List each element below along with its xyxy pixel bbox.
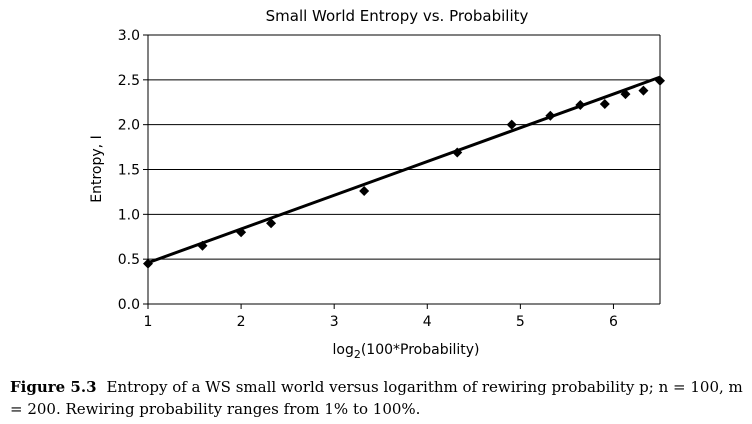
x-axis-label: log2(100*Probability) <box>333 342 480 361</box>
figure-label: Figure 5.3 <box>10 378 97 396</box>
y-tick-label-0: 0.0 <box>118 297 140 313</box>
y-axis-label: Entropy, I <box>89 135 105 202</box>
data-point-3 <box>266 218 277 229</box>
data-point-0 <box>143 258 153 269</box>
x-tick-label-1: 2 <box>237 314 246 330</box>
data-point-11 <box>638 85 649 96</box>
trendline <box>147 75 661 265</box>
data-point-2 <box>236 227 247 238</box>
data-point-6 <box>506 119 517 130</box>
x-tick-label-3: 4 <box>423 314 432 330</box>
data-point-8 <box>575 99 586 110</box>
y-tick-label-4: 2.0 <box>118 118 140 134</box>
y-tick-label-3: 1.5 <box>118 163 140 179</box>
figure-caption: Figure 5.3 Entropy of a WS small world ve… <box>10 376 746 420</box>
data-point-7 <box>545 110 556 121</box>
y-tick-label-1: 0.5 <box>118 252 140 268</box>
chart-title: Small World Entropy vs. Probability <box>266 7 529 25</box>
chart: Small World Entropy vs. Probability 0.00… <box>89 7 665 361</box>
data-point-9 <box>599 99 610 110</box>
data-point-4 <box>359 186 370 197</box>
y-tick-label-6: 3.0 <box>118 28 140 44</box>
x-tick-label-4: 5 <box>516 314 525 330</box>
data-points <box>143 75 665 269</box>
y-tick-label-2: 1.0 <box>118 207 140 223</box>
data-point-1 <box>197 240 208 251</box>
tick-labels: 0.0 0.5 1.0 1.5 2.0 2.5 3.0 1 2 3 4 5 6 <box>118 28 618 330</box>
data-point-12 <box>655 75 665 86</box>
x-tick-label-2: 3 <box>330 314 339 330</box>
x-tick-label-0: 1 <box>144 314 153 330</box>
figure-caption-text: Entropy of a WS small world versus logar… <box>10 378 743 418</box>
data-point-10 <box>620 89 631 100</box>
x-tick-label-5: 6 <box>609 314 618 330</box>
grid-lines <box>148 34 660 260</box>
y-tick-label-5: 2.5 <box>118 73 140 89</box>
data-point-5 <box>452 147 463 158</box>
trendline-layer <box>147 75 661 265</box>
